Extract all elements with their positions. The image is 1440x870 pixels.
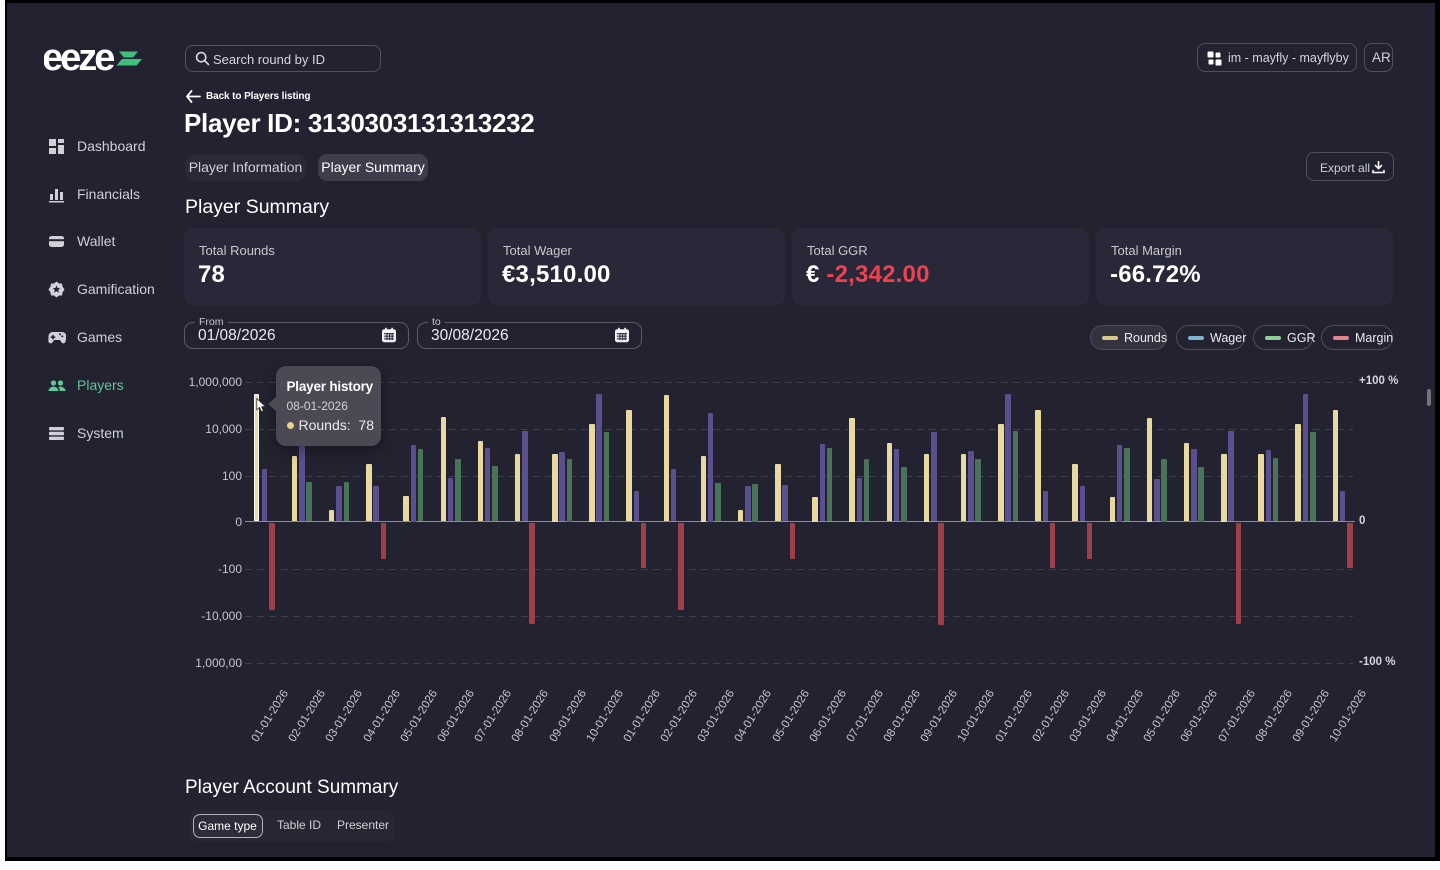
svg-text:eeze: eeze <box>44 40 114 74</box>
